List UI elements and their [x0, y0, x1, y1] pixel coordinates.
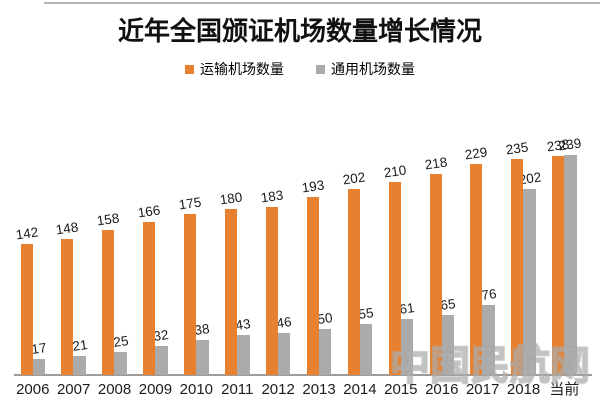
x-axis-label: 2017 [465, 381, 500, 398]
x-axis-label: 2014 [343, 381, 377, 398]
x-axis-label: 2011 [221, 381, 254, 398]
top-border-line [0, 2, 600, 4]
transport-bar [470, 164, 483, 375]
transport-value-label: 175 [177, 194, 203, 213]
transport-value-label: 202 [341, 169, 366, 188]
transport-value-label: 142 [14, 224, 39, 243]
transport-value-label: 210 [382, 162, 407, 181]
general-bar [523, 189, 536, 375]
x-axis-label: 2013 [302, 381, 336, 398]
legend-item-general: 通用机场数量 [316, 59, 415, 79]
transport-bar [225, 209, 237, 375]
transport-bar [429, 174, 442, 375]
general-bar [196, 340, 209, 375]
general-bar [114, 352, 127, 375]
x-axis-label: 2012 [261, 381, 295, 398]
general-bar [359, 324, 373, 375]
transport-bar [61, 238, 74, 375]
transport-value-label: 193 [300, 177, 325, 196]
general-bar [32, 359, 45, 375]
transport-value-label: 158 [96, 210, 121, 229]
x-axis-label: 2010 [179, 381, 214, 398]
transport-bar [143, 222, 156, 375]
general-bar [237, 335, 250, 375]
general-bar [73, 355, 86, 375]
x-axis-label: 2018 [506, 381, 541, 398]
general-bar [564, 155, 577, 375]
legend-label-transport: 运输机场数量 [200, 61, 284, 77]
transport-bar [306, 197, 319, 375]
transport-value-label: 180 [218, 189, 244, 208]
transport-bar [347, 189, 360, 375]
transport-bar [184, 214, 197, 375]
x-axis-label: 2006 [16, 381, 50, 398]
transport-bar [102, 229, 115, 375]
general-bar [318, 329, 332, 375]
transport-value-label: 229 [464, 144, 489, 163]
transport-series-swatch [185, 64, 194, 74]
general-bar [441, 315, 454, 375]
x-axis-label: 2009 [138, 381, 173, 398]
transport-bar [388, 181, 401, 375]
transport-value-label: 166 [136, 202, 162, 221]
transport-value-label: 235 [505, 139, 530, 158]
transport-bar [552, 156, 565, 375]
x-axis-label: 2016 [425, 381, 459, 398]
legend-item-transport: 运输机场数量 [185, 59, 284, 79]
chart-title: 近年全国颁证机场数量增长情况 [117, 17, 482, 47]
transport-bar [265, 206, 278, 375]
transport-value-label: 148 [55, 219, 80, 238]
x-axis-label: 2007 [56, 381, 91, 398]
general-value-label: 239 [558, 135, 583, 154]
x-axis-label: 2015 [384, 381, 418, 398]
general-bar [400, 318, 414, 375]
general-bar [277, 332, 291, 375]
transport-value-label: 218 [423, 154, 448, 173]
transport-bar [511, 158, 524, 375]
x-axis-label: 当前 [549, 381, 580, 398]
x-axis-label: 2008 [97, 381, 132, 398]
top-left-notch [0, 0, 44, 8]
x-axis-line [14, 374, 592, 376]
transport-bar [20, 244, 33, 375]
legend: 运输机场数量 通用机场数量 [0, 59, 600, 79]
transport-value-label: 183 [259, 187, 285, 206]
general-series-swatch [316, 64, 325, 74]
general-bar [482, 305, 495, 375]
legend-label-general: 通用机场数量 [331, 61, 415, 77]
general-bar [155, 345, 168, 375]
